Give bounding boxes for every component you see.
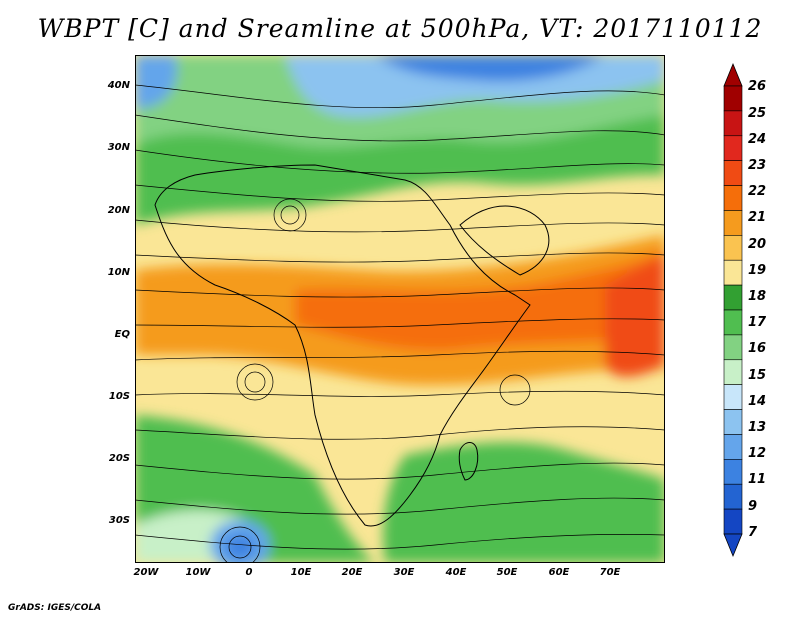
lon-label-70e: 70E [599, 567, 621, 578]
colorbar-segment [723, 434, 743, 460]
lon-label-40e: 40E [445, 567, 467, 578]
map-panel [135, 55, 665, 563]
lat-label-30n: 30N [107, 142, 130, 153]
lat-label-10s: 10S [108, 391, 130, 402]
colorbar-segment [723, 334, 743, 361]
colorbar-segment [723, 284, 743, 311]
lon-label-10e: 10E [290, 567, 312, 578]
lat-label-40n: 40N [107, 80, 130, 91]
colorbar-top-arrow [723, 62, 743, 87]
wbpt-field [135, 55, 665, 563]
colorbar-segment [723, 110, 743, 137]
colorbar-bottom-arrow [723, 533, 743, 558]
lat-label-10n: 10N [107, 267, 130, 278]
colorbar-segment [723, 85, 743, 112]
colorbar-segment [723, 309, 743, 336]
colorbar-label: 20 [748, 237, 767, 252]
colorbar-label: 12 [748, 446, 767, 461]
colorbar-segment [723, 135, 743, 161]
colorbar-label: 21 [748, 210, 767, 225]
lon-label-0: 0 [245, 567, 253, 578]
lat-label-20s: 20S [108, 453, 130, 464]
colorbar-segment [723, 259, 743, 286]
colorbar-segment [723, 459, 743, 485]
colorbar-label: 9 [748, 499, 758, 514]
colorbar-segment [723, 483, 743, 510]
grads-credit: GrADS: IGES/COLA [8, 603, 102, 613]
lon-label-10w: 10W [185, 567, 211, 578]
colorbar-segment [723, 185, 743, 211]
map-title: WBPT [C] and Sreamline at 500hPa, VT: 20… [37, 14, 763, 43]
colorbar-label: 24 [748, 132, 767, 147]
colorbar-segment [723, 508, 743, 535]
colorbar-label: 7 [748, 525, 758, 540]
colorbar-label: 18 [748, 289, 767, 304]
colorbar-segment [723, 160, 743, 186]
colorbar-label: 14 [748, 394, 767, 409]
colorbar-label: 25 [748, 106, 767, 121]
colorbar-segment [723, 409, 743, 435]
colorbar-segment [723, 384, 743, 410]
lon-label-20e: 20E [341, 567, 363, 578]
map-frame [135, 55, 665, 563]
lon-label-30e: 30E [393, 567, 415, 578]
lat-label-30s: 30S [108, 515, 130, 526]
lon-label-20w: 20W [133, 567, 159, 578]
colorbar-label: 17 [748, 315, 767, 330]
colorbar-label: 19 [748, 263, 767, 278]
colorbar-label: 23 [748, 158, 767, 173]
lat-label-20n: 20N [107, 205, 130, 216]
lon-label-60e: 60E [548, 567, 570, 578]
colorbar [723, 62, 743, 558]
temperature-fill [135, 55, 665, 563]
colorbar-segment [723, 235, 743, 261]
lat-label-eq: EQ [114, 329, 130, 340]
colorbar-label: 26 [748, 79, 767, 94]
lon-label-50e: 50E [496, 567, 518, 578]
colorbar-segment [723, 359, 743, 385]
colorbar-label: 16 [748, 341, 767, 356]
colorbar-label: 11 [748, 472, 767, 487]
streamlines [135, 84, 665, 563]
coastlines [154, 164, 550, 527]
colorbar-label: 22 [748, 184, 767, 199]
colorbar-label: 15 [748, 368, 767, 383]
colorbar-segment [723, 210, 743, 236]
colorbar-label: 13 [748, 420, 767, 435]
